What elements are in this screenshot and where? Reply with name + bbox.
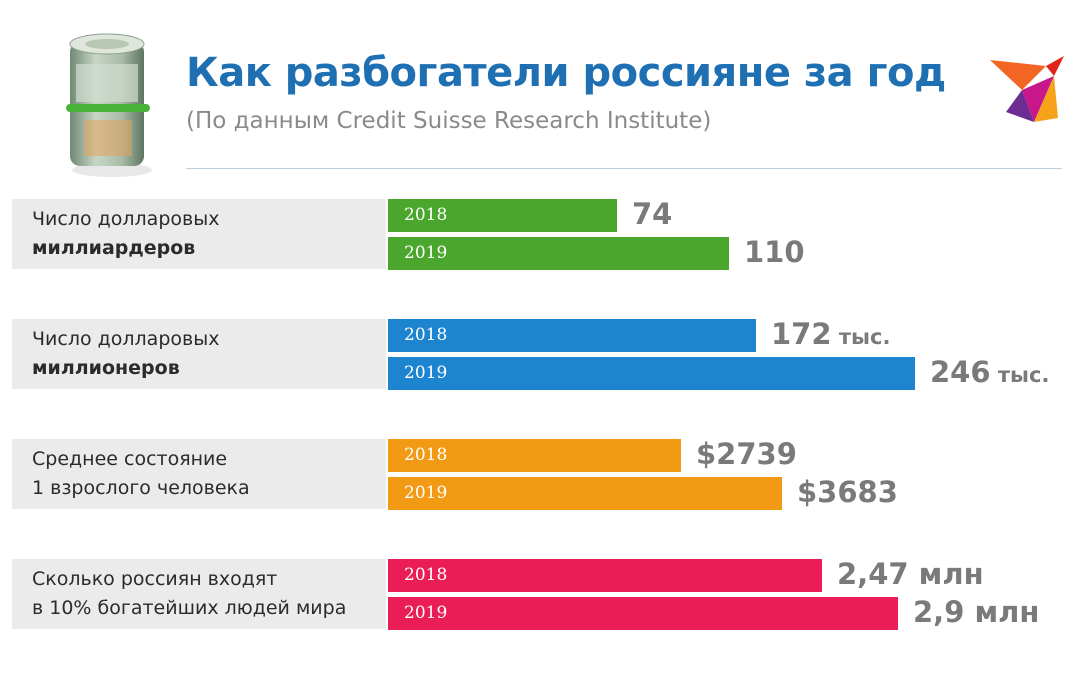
money-roll-icon xyxy=(62,30,154,180)
group-label-line1: Среднее состояние xyxy=(32,448,228,470)
group-label-line1: Число долларовых xyxy=(32,328,220,350)
bar-year-label: 2018 xyxy=(404,445,448,465)
bar-year-label: 2019 xyxy=(404,483,448,503)
group-label: Сколько россиян входят в 10% богатейших л… xyxy=(12,559,386,629)
header-divider xyxy=(186,168,1062,169)
group-label-line1: Число долларовых xyxy=(32,208,220,230)
bird-logo-icon xyxy=(988,52,1066,130)
bar-value-unit: тыс. xyxy=(831,325,891,349)
group-label: Число долларовых миллионеров xyxy=(12,319,386,389)
bar-value-label: 74 xyxy=(632,197,672,231)
chart-subtitle: (По данным Credit Suisse Research Instit… xyxy=(186,108,712,134)
group-label-line1: Сколько россиян входят xyxy=(32,568,278,590)
bar-value-number: 2,47 млн xyxy=(837,557,984,591)
bar-value-label: 2,9 млн xyxy=(913,595,1039,629)
bar: 2018 xyxy=(388,319,756,352)
bar-value-number: 246 xyxy=(930,355,991,389)
group-label-line2: миллиардеров xyxy=(32,237,196,259)
bar: 2019 xyxy=(388,237,729,270)
group-label-line2: миллионеров xyxy=(32,357,180,379)
bar-value-label: 172 тыс. xyxy=(771,317,890,351)
group-label: Среднее состояние 1 взрослого человека xyxy=(12,439,386,509)
group-label-line2: 1 взрослого человека xyxy=(32,477,250,499)
bar: 2018 xyxy=(388,439,681,472)
bar-value-label: 246 тыс. xyxy=(930,355,1049,389)
bar: 2018 xyxy=(388,559,822,592)
bar-value-label: 110 xyxy=(744,235,805,269)
bar-value-number: $2739 xyxy=(696,437,797,471)
bar-year-label: 2019 xyxy=(404,363,448,383)
bar-year-label: 2018 xyxy=(404,565,448,585)
bar-value-label: $3683 xyxy=(797,475,898,509)
bar: 2019 xyxy=(388,357,915,390)
bar: 2019 xyxy=(388,477,782,510)
bar-year-label: 2019 xyxy=(404,603,448,623)
group-label-line2: в 10% богатейших людей мира xyxy=(32,597,347,619)
bar-year-label: 2019 xyxy=(404,243,448,263)
bar-value-number: 74 xyxy=(632,197,673,231)
bar-year-label: 2018 xyxy=(404,325,448,345)
bar-value-number: 110 xyxy=(744,235,805,269)
bar: 2019 xyxy=(388,597,898,630)
bar-value-number: 172 xyxy=(771,317,832,351)
bar-value-label: $2739 xyxy=(696,437,797,471)
bar: 2018 xyxy=(388,199,617,232)
group-label: Число долларовых миллиардеров xyxy=(12,199,386,269)
bar-value-number: $3683 xyxy=(797,475,898,509)
bar-value-number: 2,9 млн xyxy=(913,595,1040,629)
bar-year-label: 2018 xyxy=(404,205,448,225)
bar-value-unit: тыс. xyxy=(990,363,1050,387)
chart-title: Как разбогатели россияне за год xyxy=(186,50,946,96)
bar-value-label: 2,47 млн xyxy=(837,557,984,591)
